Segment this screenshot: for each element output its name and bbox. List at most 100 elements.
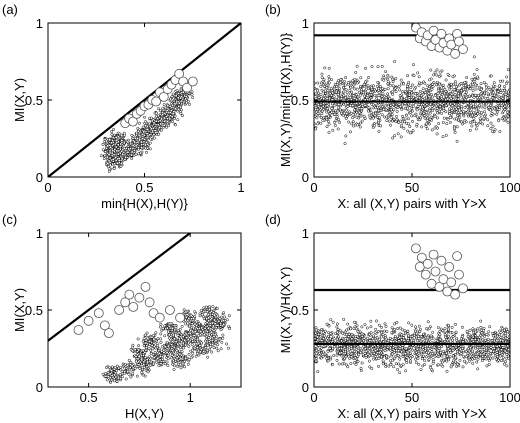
data-point bbox=[208, 305, 212, 309]
x-tick-label: 0 bbox=[310, 180, 317, 195]
data-point bbox=[111, 149, 115, 153]
data-point bbox=[386, 92, 390, 96]
data-point bbox=[342, 79, 346, 83]
data-point bbox=[210, 316, 214, 320]
data-point bbox=[327, 75, 331, 79]
data-point bbox=[459, 107, 463, 111]
data-point bbox=[480, 359, 484, 363]
outlier-point bbox=[73, 325, 84, 335]
data-point bbox=[423, 345, 427, 348]
data-point bbox=[348, 350, 352, 353]
data-point bbox=[455, 85, 459, 89]
data-point bbox=[436, 326, 440, 329]
data-point bbox=[131, 372, 135, 376]
data-point bbox=[355, 93, 358, 97]
data-point bbox=[136, 126, 140, 130]
data-point bbox=[314, 92, 318, 96]
data-point bbox=[333, 112, 337, 116]
data-point bbox=[110, 141, 113, 145]
data-point bbox=[393, 60, 397, 64]
data-point bbox=[325, 86, 329, 89]
data-point bbox=[222, 311, 226, 315]
outlier-point bbox=[114, 305, 124, 315]
data-point bbox=[115, 149, 119, 153]
data-point bbox=[446, 344, 450, 348]
data-point bbox=[145, 150, 148, 154]
data-point bbox=[216, 343, 220, 347]
data-point bbox=[483, 334, 487, 338]
data-point bbox=[168, 117, 172, 121]
data-point bbox=[469, 83, 473, 87]
data-point bbox=[115, 380, 119, 383]
data-point bbox=[349, 111, 353, 115]
data-point bbox=[364, 66, 367, 70]
data-point bbox=[360, 325, 364, 329]
data-point bbox=[410, 348, 414, 352]
data-point bbox=[365, 87, 368, 91]
data-point bbox=[152, 337, 156, 341]
data-point bbox=[314, 331, 318, 335]
data-point bbox=[493, 128, 497, 132]
data-point bbox=[410, 323, 414, 327]
data-point bbox=[399, 105, 403, 108]
data-point bbox=[155, 360, 159, 364]
outlier-point bbox=[100, 320, 110, 331]
data-point bbox=[442, 349, 445, 353]
data-point bbox=[437, 88, 440, 92]
data-point bbox=[436, 91, 440, 95]
data-point bbox=[145, 331, 149, 335]
data-point bbox=[460, 105, 464, 109]
data-point bbox=[489, 74, 493, 78]
data-point bbox=[110, 133, 114, 136]
data-point bbox=[387, 119, 391, 123]
data-point bbox=[395, 114, 398, 118]
data-point bbox=[424, 111, 428, 115]
data-point bbox=[188, 324, 192, 328]
data-point bbox=[506, 330, 510, 334]
data-point bbox=[428, 326, 432, 330]
data-point bbox=[353, 108, 357, 112]
data-point bbox=[429, 93, 433, 96]
data-point bbox=[184, 356, 188, 360]
data-point bbox=[416, 104, 420, 108]
data-point bbox=[377, 130, 381, 133]
data-point bbox=[373, 122, 376, 125]
data-point bbox=[132, 140, 136, 144]
data-point bbox=[342, 317, 346, 321]
data-point bbox=[344, 88, 348, 91]
data-point bbox=[476, 327, 480, 331]
y-tick-label: 0 bbox=[302, 170, 309, 185]
data-point bbox=[365, 326, 369, 330]
data-point bbox=[175, 349, 179, 353]
data-point bbox=[127, 147, 131, 151]
data-point bbox=[468, 121, 472, 124]
data-point bbox=[473, 83, 477, 87]
data-point bbox=[131, 136, 135, 140]
data-point bbox=[377, 351, 381, 355]
data-point bbox=[316, 103, 320, 106]
data-point bbox=[342, 86, 346, 90]
data-point bbox=[205, 317, 209, 321]
data-point bbox=[105, 155, 109, 159]
data-point bbox=[205, 310, 209, 314]
data-point bbox=[471, 81, 474, 85]
data-point bbox=[358, 125, 362, 129]
data-point bbox=[469, 103, 473, 107]
data-point bbox=[142, 363, 146, 366]
data-point bbox=[327, 81, 331, 85]
data-point bbox=[154, 331, 158, 335]
data-point bbox=[405, 113, 408, 117]
data-point bbox=[376, 80, 380, 84]
data-point bbox=[192, 334, 196, 338]
data-point bbox=[478, 117, 482, 121]
data-point bbox=[350, 122, 354, 126]
data-point bbox=[190, 322, 194, 326]
data-point bbox=[418, 328, 422, 331]
data-point bbox=[186, 321, 190, 325]
data-point bbox=[143, 115, 147, 119]
data-point bbox=[429, 68, 433, 72]
data-point bbox=[375, 348, 379, 351]
data-point bbox=[209, 330, 213, 334]
data-point bbox=[425, 118, 429, 122]
data-point bbox=[120, 149, 124, 153]
